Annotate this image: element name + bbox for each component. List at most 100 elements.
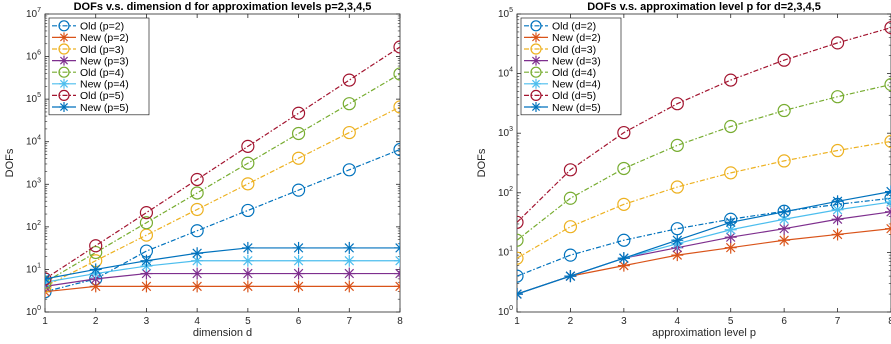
data-point: [777, 53, 791, 67]
data-point: [292, 267, 305, 280]
plot-area: [44, 13, 401, 313]
legend-label: New (d=3): [552, 55, 601, 67]
data-point: [724, 166, 738, 180]
x-tick-label: 5: [245, 316, 251, 327]
series-line: [517, 83, 891, 241]
x-tick-label: 7: [835, 316, 841, 327]
data-point: [530, 20, 542, 32]
data-point: [139, 206, 154, 220]
legend: Old (d=2)New (d=2)Old (d=3)New (d=3)Old …: [520, 17, 622, 116]
legend-label: New (p=2): [80, 32, 129, 44]
data-point: [292, 241, 305, 254]
data-point: [241, 203, 255, 218]
data-point: [884, 77, 891, 92]
series-line: [45, 260, 400, 283]
x-tick-label: 1: [42, 316, 48, 327]
data-point: [885, 205, 891, 218]
data-point: [190, 172, 204, 187]
data-point: [89, 263, 102, 276]
data-point: [517, 251, 524, 265]
y-tick-label: 104: [26, 135, 41, 148]
data-point: [393, 100, 400, 114]
x-tick-label: 8: [397, 316, 403, 327]
legend-label: New (d=5): [552, 102, 601, 114]
data-point: [670, 138, 684, 152]
series-line: [517, 190, 891, 295]
plot-area: [516, 13, 891, 313]
data-point: [342, 163, 356, 177]
data-point: [563, 248, 578, 262]
data-point: [517, 269, 524, 283]
data-point: [139, 228, 154, 242]
data-point: [517, 233, 524, 247]
chart-title: DOFs v.s. dimension d for approximation …: [74, 1, 372, 13]
data-point: [563, 220, 578, 234]
data-point: [670, 222, 684, 236]
series-line: [45, 46, 400, 280]
chart-title: DOFs v.s. approximation level p for d=2,…: [587, 1, 821, 13]
data-point: [517, 288, 523, 301]
data-point: [241, 267, 254, 280]
series-line: [45, 247, 400, 280]
legend-item: New (p=4): [52, 79, 129, 91]
legend-item: Old (d=5): [524, 89, 596, 102]
series-line: [517, 197, 891, 277]
data-point: [884, 21, 891, 35]
data-point: [517, 215, 524, 229]
data-point: [778, 234, 791, 247]
data-point: [89, 239, 103, 253]
data-point: [393, 40, 400, 54]
data-point: [140, 280, 153, 293]
y-tick-label: 102: [498, 186, 513, 199]
legend-label: Old (p=5): [80, 90, 124, 102]
data-point: [241, 241, 254, 254]
data-point: [885, 222, 891, 235]
data-point: [394, 267, 400, 280]
x-axis-label: approximation level p: [652, 327, 756, 339]
data-point: [291, 126, 306, 141]
legend-label: New (d=2): [552, 32, 601, 44]
legend-item: Old (p=2): [52, 20, 124, 33]
data-point: [58, 43, 70, 55]
data-point: [530, 43, 542, 55]
legend-item: Old (d=4): [524, 66, 596, 79]
data-point: [394, 241, 400, 254]
data-point: [394, 254, 400, 267]
data-point: [777, 154, 791, 168]
legend: Old (p=2)New (p=2)Old (p=3)New (p=3)Old …: [48, 17, 150, 116]
series-line: [517, 140, 891, 259]
data-point: [777, 103, 791, 118]
data-point: [617, 233, 631, 247]
legend-item: New (d=3): [524, 55, 601, 67]
x-tick-label: 6: [781, 316, 787, 327]
legend-item: Old (d=3): [524, 43, 596, 56]
legend-label: Old (d=2): [552, 21, 596, 33]
legend-item: New (d=4): [524, 79, 601, 91]
y-tick-label: 102: [26, 220, 41, 233]
data-point: [563, 191, 578, 205]
data-point: [531, 102, 541, 112]
data-point: [241, 177, 255, 191]
data-point: [342, 97, 356, 111]
y-tick-label: 106: [26, 50, 41, 63]
x-tick-label: 5: [728, 316, 734, 327]
data-point: [58, 20, 70, 32]
chart-2: DOFs v.s. approximation level p for d=2,…: [476, 1, 891, 339]
legend-item: New (p=2): [52, 32, 129, 44]
y-tick-label: 105: [498, 7, 513, 20]
legend-item: Old (p=5): [52, 89, 124, 102]
data-point: [343, 267, 356, 280]
legend-item: New (p=3): [52, 55, 129, 67]
x-tick-label: 4: [194, 316, 200, 327]
data-point: [885, 196, 891, 209]
data-point: [724, 73, 738, 87]
y-tick-label: 100: [26, 305, 41, 318]
data-point: [343, 254, 356, 267]
data-point: [564, 270, 577, 283]
y-tick-label: 103: [26, 177, 41, 190]
series-line: [517, 27, 891, 223]
legend-item: Old (p=4): [52, 66, 124, 79]
y-tick-label: 101: [26, 262, 41, 275]
data-point: [670, 97, 684, 111]
data-point: [831, 228, 844, 241]
